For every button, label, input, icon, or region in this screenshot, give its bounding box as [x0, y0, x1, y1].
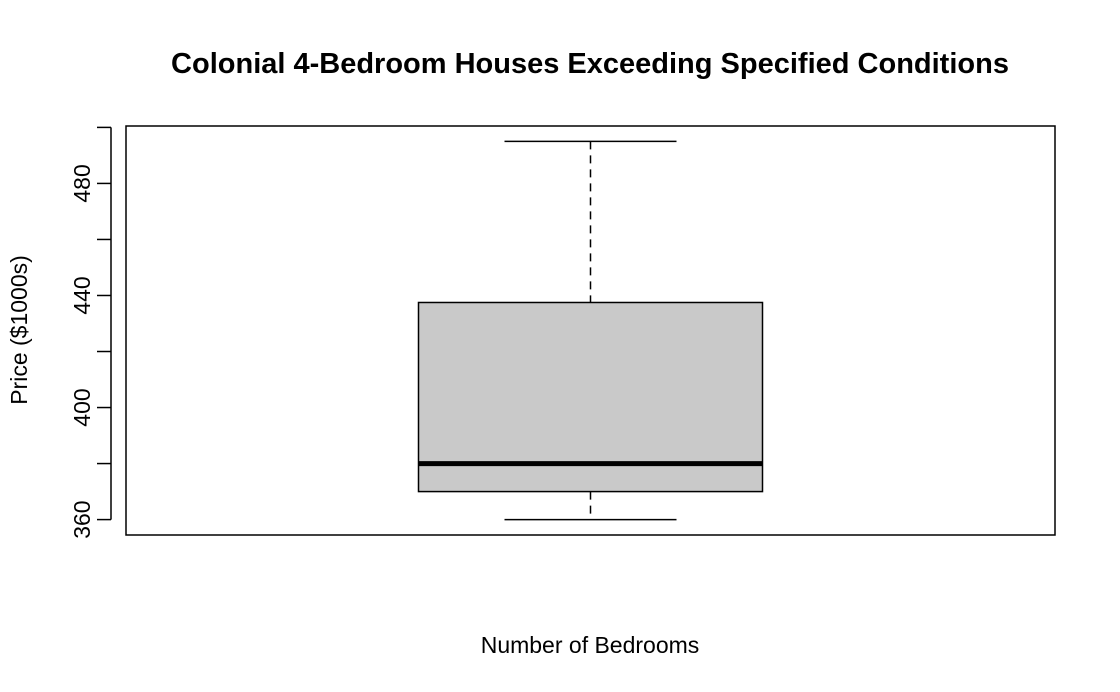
y-tick-label: 480 [69, 164, 95, 202]
iqr-box [417, 301, 764, 493]
y-axis-label: Price ($1000s) [6, 255, 32, 405]
x-axis-label: Number of Bedrooms [481, 632, 700, 658]
y-axis: 360 400 440 480 [69, 126, 112, 539]
plot-area [125, 125, 1056, 536]
chart-title: Colonial 4-Bedroom Houses Exceeding Spec… [171, 48, 1009, 80]
y-tick-label: 400 [69, 388, 95, 426]
plot-frame [125, 125, 1056, 536]
y-tick-label: 440 [69, 276, 95, 314]
y-tick-label: 360 [69, 500, 95, 538]
